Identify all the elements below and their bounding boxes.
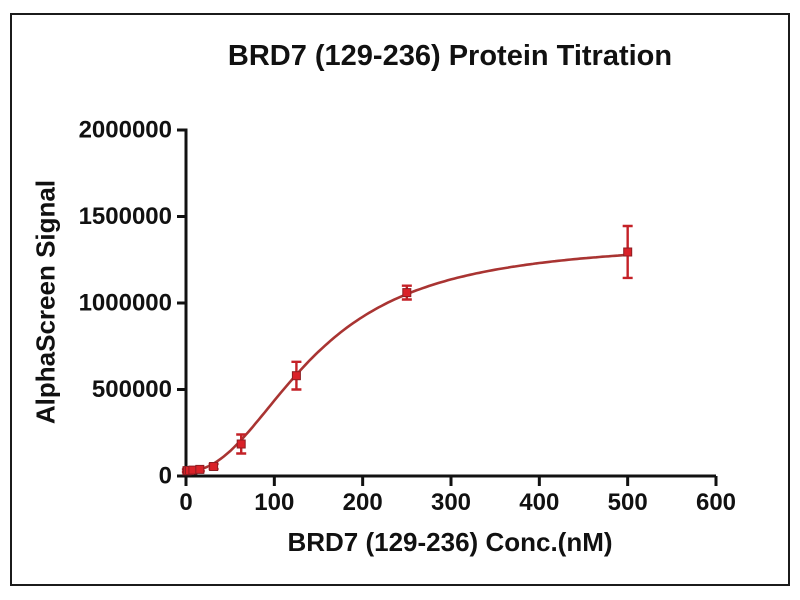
y-tick-label: 500000 <box>92 376 172 403</box>
data-point-marker <box>623 247 633 257</box>
chart-frame <box>10 13 790 586</box>
y-tick-label: 1000000 <box>79 290 172 317</box>
x-tick-label: 100 <box>254 489 294 516</box>
x-tick-label: 600 <box>696 489 736 516</box>
y-tick-label: 1500000 <box>79 203 172 230</box>
chart-title: BRD7 (129-236) Protein Titration <box>227 40 673 72</box>
y-tick-label: 2000000 <box>79 117 172 144</box>
data-point-marker <box>236 439 246 449</box>
x-tick-label: 0 <box>179 489 192 516</box>
x-tick-label: 500 <box>608 489 648 516</box>
y-tick-label: 0 <box>159 463 172 490</box>
x-tick-label: 200 <box>343 489 383 516</box>
axis-spine <box>184 128 716 478</box>
x-tick-label: 400 <box>519 489 559 516</box>
x-tick-label: 300 <box>431 489 471 516</box>
data-point-marker <box>209 462 219 471</box>
data-point-marker <box>402 288 412 298</box>
x-axis-title: BRD7 (129-236) Conc.(nM) <box>287 527 613 557</box>
data-point-marker <box>291 371 301 381</box>
data-point-marker <box>195 464 205 474</box>
